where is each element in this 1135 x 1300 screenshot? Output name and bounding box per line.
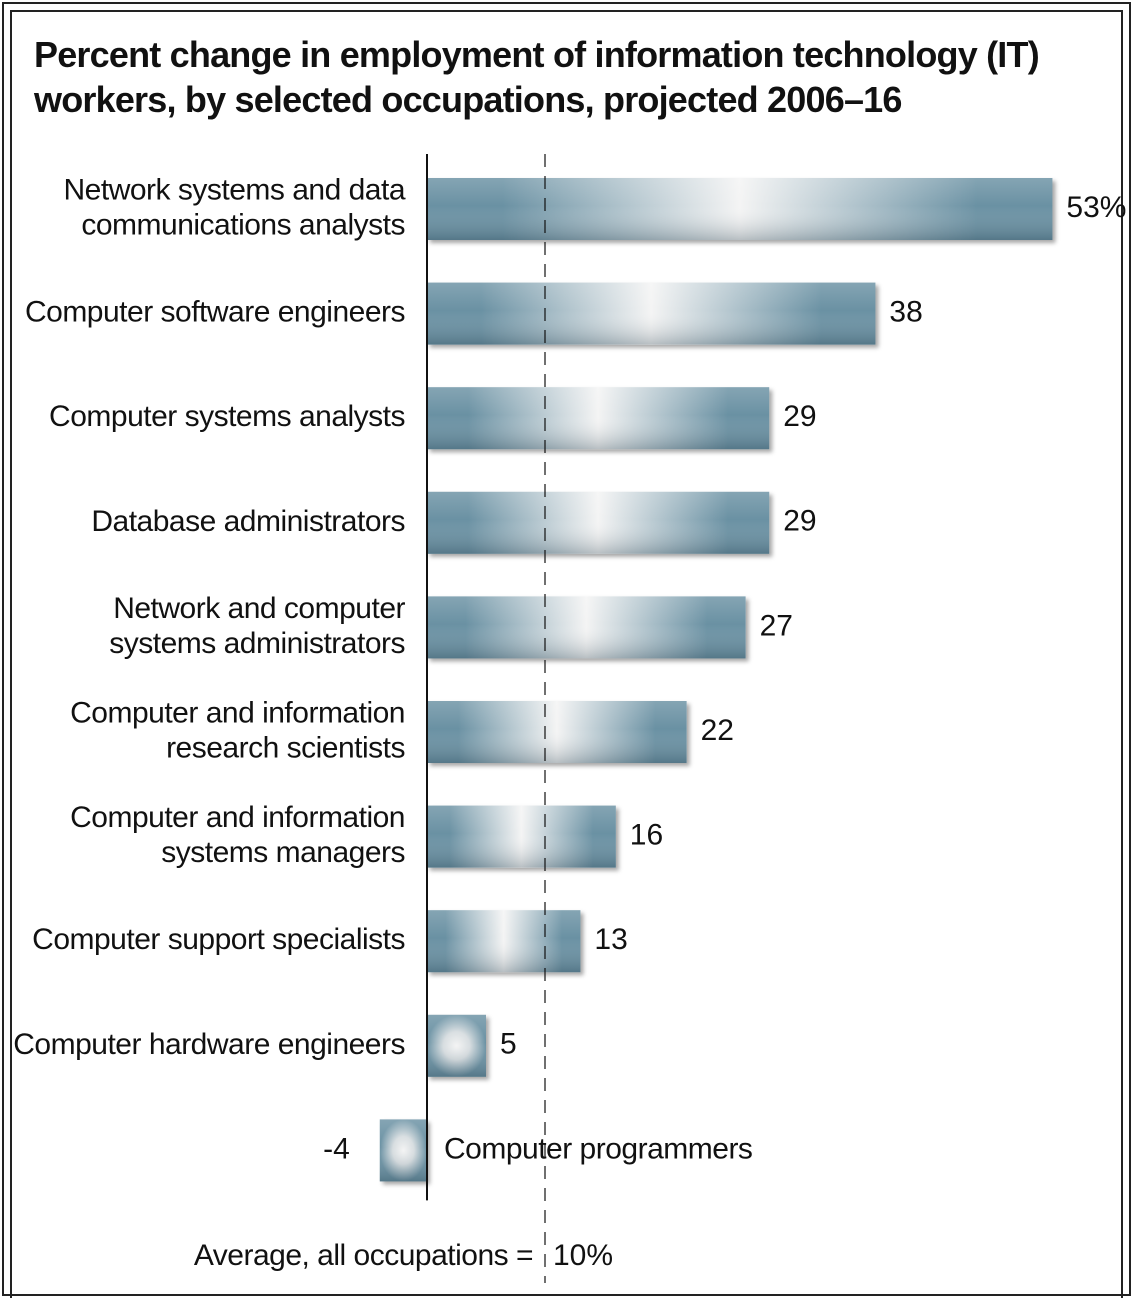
value-label: 53% [1066,191,1126,224]
bar-shading [427,805,616,868]
value-label: 5 [500,1028,517,1061]
bar-shading [427,910,581,973]
value-label: 29 [783,505,816,538]
bar-shading [379,1119,427,1182]
category-label: Computer and information systems managers [70,801,405,869]
category-label: Computer support specialists [32,923,405,956]
bars-layer [379,178,1053,1182]
category-label: Computer and information research scienti… [70,696,405,764]
value-label: 29 [783,400,816,433]
category-label: Computer programmers [444,1132,752,1165]
category-labels-layer: Network systems and data communications a… [13,173,753,1165]
bar-shading [427,178,1053,240]
value-label: 22 [701,714,734,747]
category-label: Computer systems analysts [49,400,405,433]
value-label: 38 [889,296,922,329]
value-labels-layer: 53% 38 29 29 27 22 16 13 5 -4 [323,191,1126,1165]
category-label: Network and computer systems administrato… [109,592,405,660]
bar-shading [427,1014,486,1077]
bar-shading [427,282,876,345]
value-label: 27 [760,609,793,642]
category-label: Network systems and data communications a… [64,173,406,241]
average-reference-value: 10% [553,1239,613,1272]
inner-frame [10,10,1123,1298]
category-label: Database administrators [91,505,405,538]
category-label: Computer hardware engineers [13,1028,405,1061]
value-label: 16 [630,819,663,852]
value-label: -4 [323,1132,350,1165]
bar-shading [427,387,770,450]
bar-shading [427,491,770,554]
axis-layer: Average, all occupations = 10% [194,154,613,1283]
value-label: 13 [594,923,627,956]
bar-shading [427,701,687,763]
chart-title: Percent change in employment of informat… [34,34,1040,120]
average-reference-label: Average, all occupations = [194,1239,533,1272]
category-label: Computer software engineers [25,296,405,329]
bar-shading [427,596,746,659]
